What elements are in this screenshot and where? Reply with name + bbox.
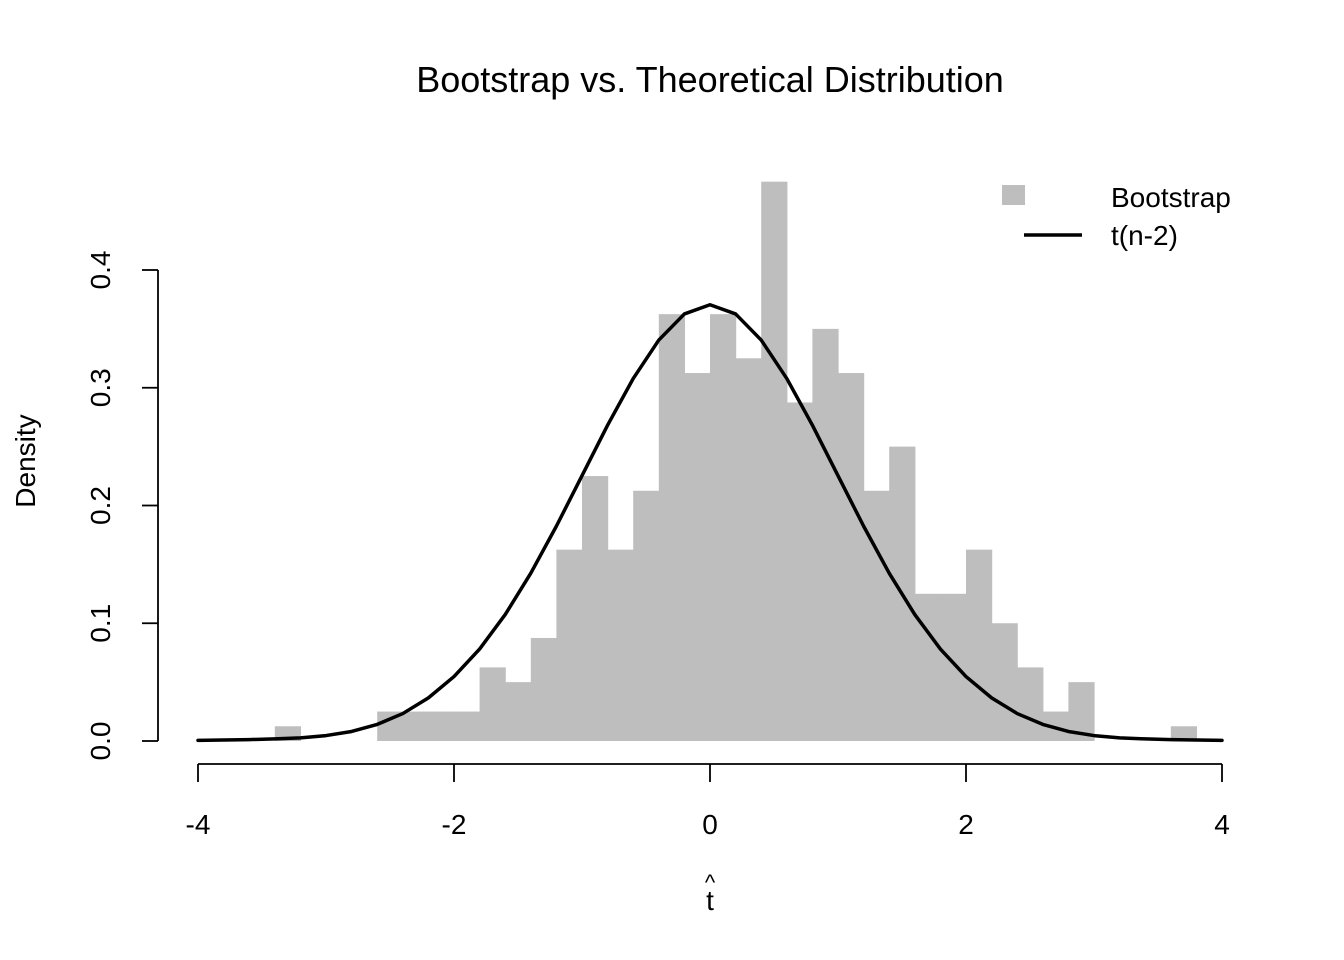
- histogram-bar: [607, 549, 634, 741]
- y-tick-label: 0.4: [85, 251, 116, 290]
- histogram-bar: [786, 402, 813, 741]
- y-axis-label: Density: [10, 414, 41, 507]
- histogram-bar: [402, 711, 429, 741]
- y-axis: 0.0 0.1 0.2 0.3 0.4: [85, 251, 159, 761]
- histogram-bar: [940, 593, 967, 741]
- histogram-bar: [658, 314, 685, 741]
- histogram-bar: [966, 549, 993, 741]
- histogram-bar: [914, 593, 941, 741]
- histogram-bar: [556, 549, 583, 741]
- t-distribution-curve: [196, 302, 1224, 743]
- histogram-bar: [454, 711, 481, 741]
- histogram-bar: [812, 328, 839, 741]
- histogram-bar: [1017, 667, 1044, 741]
- x-tick-label: 2: [958, 809, 974, 840]
- histogram-bar: [684, 373, 711, 741]
- histogram-bar: [1170, 726, 1197, 741]
- x-axis: -4 -2 0 2 4: [186, 763, 1230, 840]
- histogram-bar: [582, 476, 609, 741]
- histogram-bar: [991, 623, 1018, 741]
- x-tick-label: 0: [702, 809, 718, 840]
- y-tick-label: 0.2: [85, 486, 116, 525]
- x-tick-label: -2: [442, 809, 467, 840]
- histogram-bar: [633, 490, 660, 741]
- x-tick-label: 4: [1214, 809, 1230, 840]
- histogram-bar: [863, 490, 890, 741]
- legend: Bootstrap t(n-2): [1002, 182, 1231, 251]
- legend-label-t: t(n-2): [1111, 220, 1178, 251]
- histogram-bar: [428, 711, 455, 741]
- histogram-bar: [710, 314, 737, 741]
- x-axis-label: t: [706, 885, 714, 916]
- histogram-bar: [761, 181, 788, 741]
- y-tick-label: 0.1: [85, 604, 116, 643]
- y-tick-label: 0.3: [85, 368, 116, 407]
- x-axis-label-accent: ^: [705, 870, 716, 895]
- histogram-bar: [838, 373, 865, 741]
- histogram-bar: [479, 667, 506, 741]
- histogram-bar: [530, 637, 557, 741]
- histogram-bar: [735, 358, 762, 741]
- histogram-bars: [274, 181, 1197, 741]
- legend-swatch-bootstrap: [1002, 185, 1025, 205]
- y-tick-label: 0.0: [85, 722, 116, 761]
- legend-label-bootstrap: Bootstrap: [1111, 182, 1231, 213]
- chart-title: Bootstrap vs. Theoretical Distribution: [416, 59, 1004, 100]
- x-tick-label: -4: [186, 809, 211, 840]
- histogram-bar: [505, 682, 532, 741]
